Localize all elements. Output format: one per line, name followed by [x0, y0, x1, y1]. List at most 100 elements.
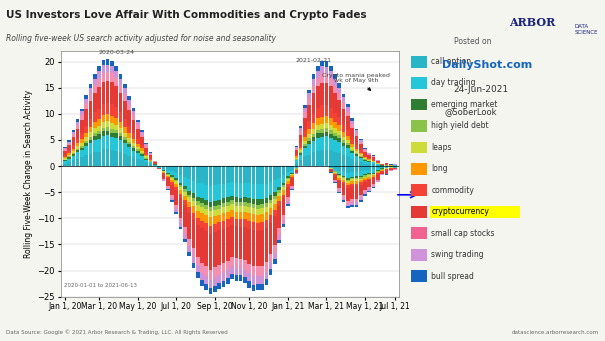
Bar	[333, 79, 337, 85]
Bar	[316, 66, 319, 71]
Bar	[355, 153, 358, 154]
Bar	[204, 231, 208, 266]
Bar	[239, 276, 243, 281]
Bar	[371, 164, 375, 166]
Bar	[286, 172, 290, 176]
Bar	[363, 157, 367, 158]
Text: DATA
SCIENCE: DATA SCIENCE	[575, 24, 598, 35]
Text: datascience.arborresearch.com: datascience.arborresearch.com	[512, 330, 599, 335]
Bar	[196, 183, 200, 197]
Bar	[102, 73, 105, 82]
Bar	[106, 81, 110, 103]
Bar	[97, 119, 101, 126]
Bar	[213, 206, 217, 210]
Bar	[371, 178, 375, 184]
Bar	[71, 137, 75, 145]
Bar	[278, 235, 281, 240]
Bar	[231, 166, 234, 182]
Bar	[355, 136, 358, 145]
Bar	[247, 213, 251, 221]
Bar	[363, 190, 367, 192]
Bar	[290, 174, 294, 175]
Bar	[342, 137, 345, 140]
Bar	[196, 205, 200, 211]
Bar	[226, 270, 229, 278]
Bar	[269, 262, 272, 269]
Text: 24-Jun-2021: 24-Jun-2021	[454, 85, 509, 94]
Bar	[282, 198, 286, 214]
Bar	[196, 202, 200, 205]
Bar	[85, 141, 88, 143]
Bar	[342, 166, 345, 171]
Bar	[307, 99, 311, 105]
Bar	[338, 180, 341, 181]
Bar	[221, 198, 225, 203]
Bar	[389, 165, 393, 166]
Bar	[213, 224, 217, 232]
Bar	[136, 120, 140, 122]
Bar	[393, 169, 397, 170]
Bar	[239, 166, 243, 183]
Bar	[355, 133, 358, 136]
Bar	[200, 166, 204, 183]
Bar	[93, 122, 97, 128]
Bar	[338, 171, 341, 174]
Text: long: long	[431, 164, 448, 173]
Bar	[106, 72, 110, 81]
Bar	[114, 138, 118, 151]
Bar	[67, 145, 71, 151]
Text: emerging market: emerging market	[431, 100, 498, 109]
Bar	[67, 153, 71, 155]
Bar	[140, 153, 144, 154]
Bar	[231, 218, 234, 225]
Bar	[359, 154, 362, 156]
Bar	[76, 125, 79, 129]
Bar	[174, 209, 178, 212]
Bar	[393, 165, 397, 166]
Bar	[217, 209, 221, 214]
Bar	[106, 64, 110, 72]
Bar	[145, 158, 148, 159]
Bar	[350, 178, 354, 179]
Bar	[282, 224, 286, 227]
Bar	[307, 141, 311, 144]
Bar	[338, 176, 341, 178]
Bar	[312, 152, 315, 166]
Bar	[119, 122, 122, 128]
Bar	[342, 143, 345, 146]
Bar	[342, 155, 345, 166]
Bar	[299, 155, 302, 160]
Bar	[93, 133, 97, 136]
Bar	[243, 212, 247, 219]
Bar	[307, 154, 311, 166]
Bar	[204, 223, 208, 231]
Bar	[320, 83, 324, 105]
Bar	[209, 166, 212, 186]
Bar	[367, 179, 371, 180]
Bar	[376, 170, 380, 171]
Bar	[295, 170, 298, 173]
Bar	[363, 192, 367, 194]
Bar	[71, 154, 75, 155]
Bar	[188, 207, 191, 213]
Bar	[192, 213, 195, 219]
Bar	[329, 66, 333, 71]
Bar	[338, 138, 341, 142]
Bar	[89, 127, 93, 132]
Bar	[162, 171, 165, 172]
Bar	[295, 147, 298, 148]
Bar	[320, 129, 324, 133]
Bar	[80, 157, 83, 166]
Bar	[371, 160, 375, 161]
Bar	[307, 144, 311, 154]
Bar	[324, 150, 329, 166]
Bar	[381, 169, 384, 170]
Bar	[85, 137, 88, 141]
Bar	[85, 146, 88, 155]
Bar	[196, 166, 200, 183]
Bar	[127, 156, 131, 166]
Bar	[166, 170, 169, 173]
Bar	[110, 123, 114, 129]
Bar	[71, 145, 75, 149]
Bar	[71, 130, 75, 132]
